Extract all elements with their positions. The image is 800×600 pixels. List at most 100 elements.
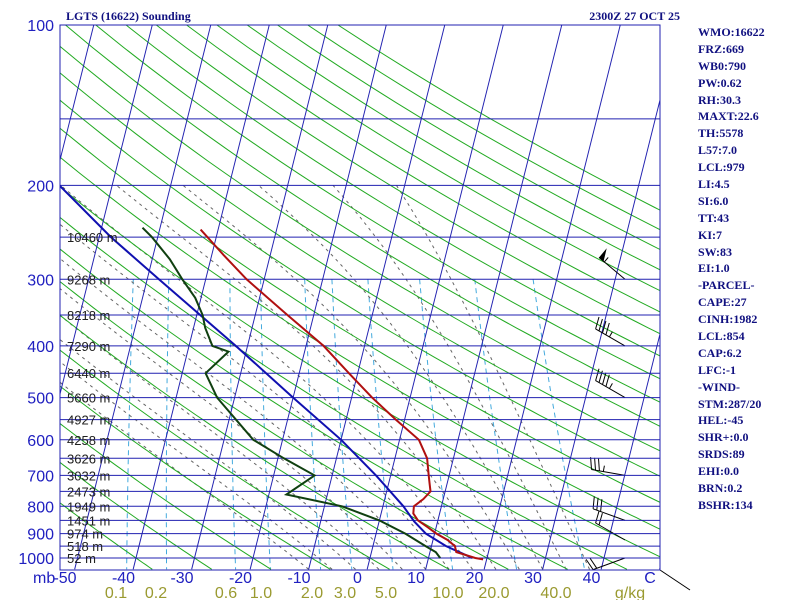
dry-adiabat: [277, 25, 660, 251]
temperature-tick-label: -30: [170, 570, 193, 587]
wind-barb-feather: [598, 318, 603, 332]
wind-barb-feather: [605, 374, 610, 387]
mixing-ratio-label: 3.0: [334, 585, 356, 600]
isotherm: [366, 25, 504, 570]
index-item: SHR+:0.0: [698, 430, 749, 445]
dry-adiabat: [60, 156, 660, 530]
index-item: CAP:6.2: [698, 345, 742, 360]
pressure-tick-label: 1000: [18, 551, 54, 568]
moist-adiabat: [116, 185, 497, 570]
mixing-ratio-line: [532, 279, 586, 570]
isotherm: [542, 97, 660, 570]
wind-barb-feather: [595, 510, 600, 524]
index-item: BSHR:134: [698, 497, 753, 512]
wind-barb-feather: [598, 512, 603, 526]
parcel-trace: [60, 184, 473, 559]
moist-adiabat: [60, 223, 450, 570]
isotherm: [191, 25, 329, 570]
index-item: TT:43: [698, 210, 730, 225]
dry-adiabat: [246, 25, 660, 271]
mixing-ratio-label: 0.2: [145, 585, 167, 600]
wind-barb-feather: [602, 320, 607, 334]
pressure-tick-label: 600: [27, 433, 54, 450]
dry-adiabat: [65, 25, 660, 403]
index-item: BRN:0.2: [698, 481, 743, 496]
pressure-tick-label: 500: [27, 391, 54, 408]
wind-barb-feather: [590, 457, 592, 470]
wind-barb-feather: [596, 497, 599, 511]
dry-adiabat: [60, 385, 331, 570]
wind-barb-half-feather: [608, 383, 613, 389]
wind-barb-shaft: [598, 257, 626, 280]
dry-adiabat: [60, 99, 660, 477]
moist-adiabat: [332, 185, 567, 570]
height-label: 4258 m: [67, 433, 110, 448]
wind-barb-shaft: [592, 508, 626, 521]
isotherm: [0, 25, 35, 569]
pressure-unit-label: mb: [33, 570, 55, 587]
pressure-tick-label: 300: [27, 272, 54, 289]
isotherm: [308, 25, 446, 570]
sounding-time: 2300Z 27 OCT 25: [589, 9, 680, 23]
dry-adiabat: [60, 422, 272, 570]
isotherm: [483, 25, 621, 570]
dry-adiabat: [60, 314, 450, 570]
height-label: 5660 m: [67, 391, 110, 406]
height-label: 8218 m: [67, 308, 110, 323]
mixing-ratio-label: 2.0: [301, 585, 323, 600]
mixing-ratio-label: 10.0: [432, 585, 463, 600]
index-item: MAXT:22.6: [698, 109, 759, 124]
index-item: LCL:979: [698, 160, 745, 175]
wind-barb: [595, 316, 626, 347]
height-label: 2473 m: [67, 484, 110, 499]
pressure-tick-label: 800: [27, 499, 54, 516]
index-item: CINH:1982: [698, 312, 758, 327]
temperature-tick-label: -50: [53, 570, 76, 587]
index-item: LCL:854: [698, 329, 745, 344]
height-label: 52 m: [67, 551, 96, 566]
dry-adiabat: [155, 25, 660, 335]
wind-barb-feather: [585, 559, 594, 570]
index-item: KI:7: [698, 227, 722, 242]
wind-barb-shaft: [591, 469, 626, 476]
isotherm: [60, 25, 95, 163]
wind-barb: [598, 248, 626, 280]
moist-adiabat: [60, 257, 427, 570]
index-item: EHI:0.0: [698, 464, 740, 479]
index-item: -PARCEL-: [698, 278, 755, 293]
mixing-ratio-label: 0.6: [215, 585, 237, 600]
height-label: 9268 m: [67, 272, 110, 287]
mixing-ratio-line: [304, 279, 322, 570]
index-item: LI:4.5: [698, 177, 730, 192]
height-label: 1949 m: [67, 499, 110, 514]
wind-barb-feather: [605, 322, 610, 336]
moist-adiabat: [60, 314, 380, 570]
wind-barb-feather: [598, 370, 603, 383]
dry-adiabat: [60, 461, 212, 570]
dry-adiabat: [125, 25, 660, 357]
mixing-ratio-label: 40.0: [540, 585, 571, 600]
dry-adiabat: [216, 25, 660, 292]
height-label: 518 m: [67, 539, 103, 554]
pressure-tick-label: 900: [27, 527, 54, 544]
wind-barb-shaft: [595, 522, 626, 541]
index-item: STM:287/20: [698, 396, 762, 411]
temperature-tick-label: 0: [353, 570, 362, 587]
height-label: 1451 m: [67, 513, 110, 528]
wind-barb-feather: [598, 458, 600, 471]
indices-panel: WMO:16622 FRZ:669 WB0:790 PW:0.62 RH:30.3 MAX…: [698, 24, 798, 514]
pressure-tick-label: 100: [27, 18, 54, 35]
index-item: HEL:-45: [698, 413, 744, 428]
pressure-tick-label: 200: [27, 178, 54, 195]
mixing-ratio-label: 1.0: [250, 585, 272, 600]
height-label: 10460 m: [67, 230, 118, 245]
index-item: EI:1.0: [698, 261, 730, 276]
index-item: LFC:-1: [698, 362, 736, 377]
index-item: WB0:790: [698, 58, 746, 73]
index-item: WMO:16622: [698, 25, 765, 39]
isotherm: [74, 25, 212, 570]
index-item: PW:0.62: [698, 75, 742, 90]
temperature-tick-label: -10: [287, 570, 310, 587]
wind-barb-half-feather: [608, 331, 613, 338]
